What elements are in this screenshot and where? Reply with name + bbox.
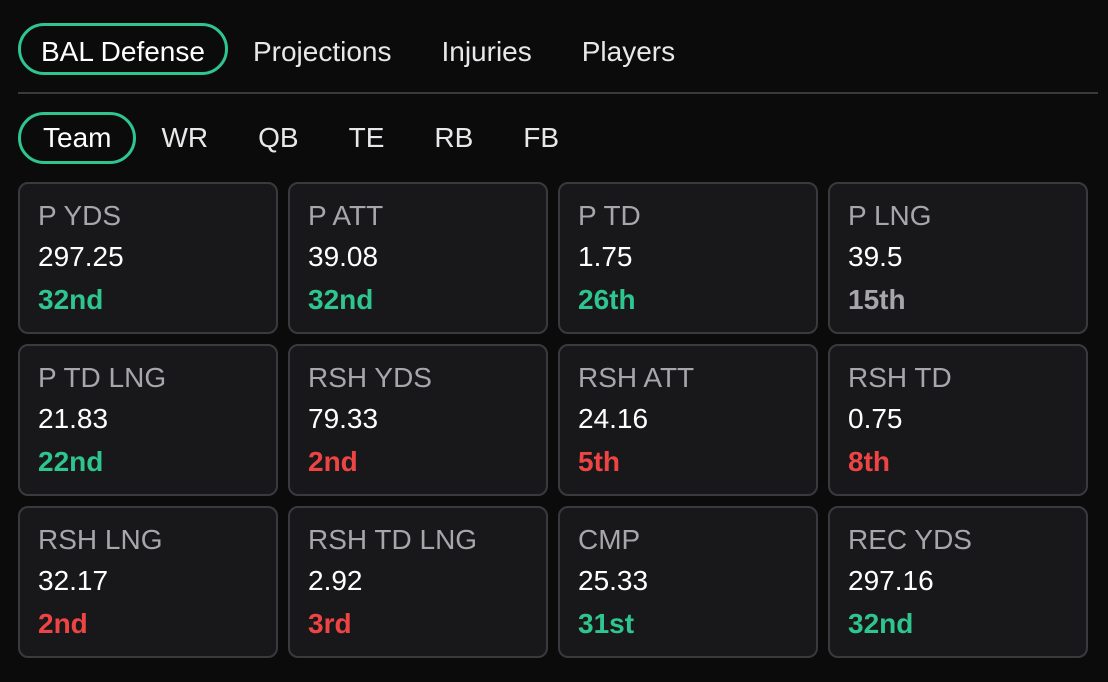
tab-players[interactable]: Players bbox=[581, 36, 676, 67]
stat-rank: 22nd bbox=[38, 446, 104, 477]
filter-qb[interactable]: QB bbox=[258, 122, 299, 153]
stat-label: RSH YDS bbox=[308, 362, 432, 393]
stat-value: 32.17 bbox=[38, 565, 109, 596]
stat-label: RSH TD bbox=[848, 362, 952, 393]
stat-card-p-lng: P LNG 39.5 15th bbox=[828, 182, 1088, 334]
position-filter-bar: Team WR QB TE RB FB bbox=[18, 112, 584, 164]
stat-rank: 31st bbox=[578, 608, 635, 639]
tab-divider bbox=[18, 92, 1098, 94]
stat-value: 39.08 bbox=[308, 241, 379, 272]
stat-value: 21.83 bbox=[38, 403, 109, 434]
stat-rank: 5th bbox=[578, 446, 620, 477]
stat-value: 1.75 bbox=[578, 241, 633, 272]
top-tab-bar: BAL Defense Projections Injuries Players bbox=[18, 23, 700, 75]
stat-card-p-yds: P YDS 297.25 32nd bbox=[18, 182, 278, 334]
stat-card-cmp: CMP 25.33 31st bbox=[558, 506, 818, 658]
stat-label: P ATT bbox=[308, 200, 384, 231]
stat-rank: 2nd bbox=[308, 446, 358, 477]
stat-card-rec-yds: REC YDS 297.16 32nd bbox=[828, 506, 1088, 658]
stats-grid: P YDS 297.25 32nd P ATT 39.08 32nd P TD … bbox=[18, 182, 1088, 658]
stat-rank: 3rd bbox=[308, 608, 352, 639]
stat-label: P LNG bbox=[848, 200, 932, 231]
stat-value: 2.92 bbox=[308, 565, 363, 596]
stat-value: 39.5 bbox=[848, 241, 903, 272]
stat-value: 24.16 bbox=[578, 403, 649, 434]
stat-value: 297.16 bbox=[848, 565, 934, 596]
filter-rb[interactable]: RB bbox=[434, 122, 474, 153]
stat-card-p-att: P ATT 39.08 32nd bbox=[288, 182, 548, 334]
stat-rank: 32nd bbox=[848, 608, 914, 639]
stat-label: REC YDS bbox=[848, 524, 972, 555]
stat-rank: 26th bbox=[578, 284, 636, 315]
stat-card-p-td: P TD 1.75 26th bbox=[558, 182, 818, 334]
stat-label: P TD LNG bbox=[38, 362, 167, 393]
stat-label: RSH LNG bbox=[38, 524, 163, 555]
stat-label: RSH ATT bbox=[578, 362, 695, 393]
stat-value: 79.33 bbox=[308, 403, 379, 434]
filter-wr[interactable]: WR bbox=[161, 122, 209, 153]
stat-card-rsh-att: RSH ATT 24.16 5th bbox=[558, 344, 818, 496]
stat-value: 297.25 bbox=[38, 241, 124, 272]
stat-label: RSH TD LNG bbox=[308, 524, 478, 555]
filter-team[interactable]: Team bbox=[18, 112, 137, 164]
stat-rank: 2nd bbox=[38, 608, 88, 639]
filter-te[interactable]: TE bbox=[348, 122, 385, 153]
tab-projections[interactable]: Projections bbox=[252, 36, 392, 67]
stat-card-rsh-td: RSH TD 0.75 8th bbox=[828, 344, 1088, 496]
stat-rank: 15th bbox=[848, 284, 906, 315]
tab-bal-defense[interactable]: BAL Defense bbox=[18, 23, 228, 75]
stat-rank: 32nd bbox=[308, 284, 374, 315]
stat-rank: 8th bbox=[848, 446, 890, 477]
stat-label: P TD bbox=[578, 200, 641, 231]
stat-card-rsh-lng: RSH LNG 32.17 2nd bbox=[18, 506, 278, 658]
stat-label: P YDS bbox=[38, 200, 122, 231]
stat-card-rsh-td-lng: RSH TD LNG 2.92 3rd bbox=[288, 506, 548, 658]
stat-value: 25.33 bbox=[578, 565, 649, 596]
tab-injuries[interactable]: Injuries bbox=[441, 36, 532, 67]
stat-value: 0.75 bbox=[848, 403, 903, 434]
stat-rank: 32nd bbox=[38, 284, 104, 315]
stat-card-p-td-lng: P TD LNG 21.83 22nd bbox=[18, 344, 278, 496]
stat-card-rsh-yds: RSH YDS 79.33 2nd bbox=[288, 344, 548, 496]
stat-label: CMP bbox=[578, 524, 641, 555]
filter-fb[interactable]: FB bbox=[523, 122, 560, 153]
